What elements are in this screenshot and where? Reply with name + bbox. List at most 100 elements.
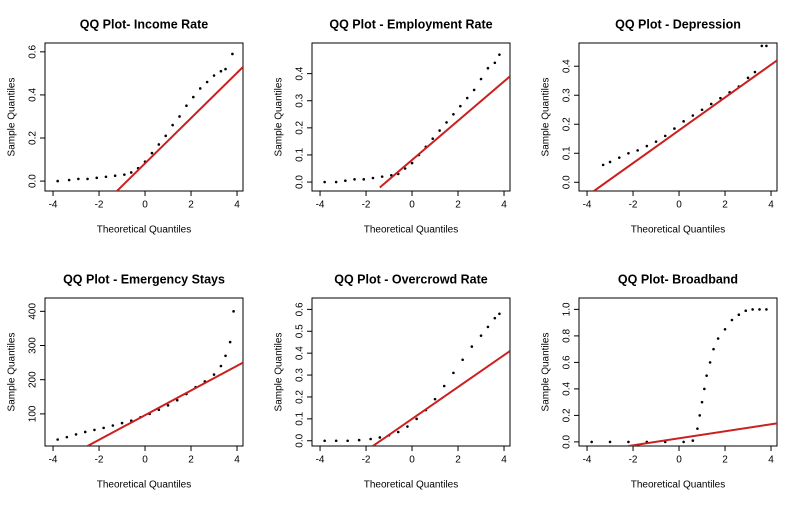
sample-point <box>682 120 685 123</box>
y-tick-label: 0.0 <box>562 175 573 189</box>
sample-point <box>380 175 384 178</box>
x-tick-label: 0 <box>409 200 415 211</box>
sample-point <box>164 134 168 138</box>
sample-point <box>479 77 483 81</box>
sample-point <box>93 428 96 432</box>
sample-point <box>362 178 366 181</box>
y-tick-label: 0.0 <box>562 435 573 449</box>
sample-point <box>334 180 338 184</box>
y-axis-label: Sample Quantiles <box>7 78 18 157</box>
x-tick-label: 4 <box>768 455 774 466</box>
y-axis-label: Sample Quantiles <box>541 78 552 157</box>
sample-point <box>751 308 754 311</box>
sample-point <box>703 387 706 391</box>
panel-title: QQ Plot - Employment Rate <box>329 17 492 31</box>
y-tick-label: 0.1 <box>295 411 306 425</box>
sample-point <box>470 345 474 348</box>
x-tick-label: 0 <box>142 200 148 211</box>
x-axis-label: Theoretical Quantiles <box>97 225 192 236</box>
y-tick-label: 0.2 <box>562 117 573 131</box>
sample-point <box>691 439 695 442</box>
reference-line <box>116 66 243 191</box>
y-tick-label: 0.0 <box>295 175 306 189</box>
sample-point <box>77 177 80 181</box>
sample-point <box>353 178 356 181</box>
plot-frame <box>578 42 778 192</box>
x-tick-label: -2 <box>362 455 371 466</box>
sample-point <box>56 438 59 441</box>
reference-line <box>379 75 510 189</box>
sample-point <box>396 430 400 434</box>
sample-point <box>700 108 704 112</box>
plot-frame <box>44 42 244 192</box>
y-axis-label: Sample Quantiles <box>541 333 552 412</box>
sample-point <box>744 309 748 313</box>
y-tick-label: 0.1 <box>562 146 573 160</box>
x-tick-label: -2 <box>95 455 104 466</box>
sample-point <box>123 173 126 176</box>
sample-point <box>219 364 223 368</box>
x-tick-label: 2 <box>722 455 728 466</box>
y-tick-label: 0.0 <box>28 174 39 188</box>
sample-point <box>83 430 87 434</box>
sample-point <box>102 426 105 430</box>
sample-point <box>708 361 712 364</box>
x-tick-label: -2 <box>629 455 638 466</box>
sample-point <box>737 313 741 316</box>
qq-panel: QQ Plot- Income Rate -4 -2 0 2 4 0.0 0.2 0.4 0.6 T… <box>7 17 244 236</box>
panel-title: QQ Plot - Overcrowd Rate <box>334 272 488 286</box>
sample-point <box>663 134 667 138</box>
sample-point <box>120 421 124 425</box>
y-tick-label: 0.4 <box>295 346 306 360</box>
sample-point <box>403 167 407 170</box>
sample-point <box>682 440 685 444</box>
x-tick-label: 0 <box>676 455 682 466</box>
sample-point <box>472 88 476 92</box>
x-tick-label: 2 <box>455 200 461 211</box>
sample-point <box>696 427 699 430</box>
y-axis-label: Sample Quantiles <box>274 78 285 157</box>
x-axis-label: Theoretical Quantiles <box>97 480 192 491</box>
sample-point <box>479 334 483 337</box>
y-tick-label: 0.2 <box>28 131 39 145</box>
panel-title: QQ Plot - Depression <box>615 17 741 31</box>
sample-point <box>95 176 99 180</box>
x-tick-label: -2 <box>95 200 104 211</box>
reference-line <box>87 361 243 446</box>
x-tick-label: -4 <box>316 200 325 211</box>
sample-point <box>171 123 174 127</box>
sample-point <box>228 340 232 344</box>
x-tick-label: 2 <box>188 455 194 466</box>
sample-point <box>378 436 382 439</box>
sample-point <box>716 337 720 340</box>
sample-point <box>334 439 338 443</box>
sample-point <box>627 151 630 155</box>
x-tick-label: 4 <box>501 200 507 211</box>
y-tick-label: 0.6 <box>562 355 573 369</box>
sample-point <box>415 417 418 421</box>
sample-point <box>590 440 593 444</box>
x-tick-label: 2 <box>722 200 728 211</box>
sample-point <box>104 175 108 179</box>
y-tick-label: 0.5 <box>295 324 306 338</box>
sample-point <box>498 312 501 316</box>
y-tick-label: 0.4 <box>28 88 39 102</box>
sample-point <box>224 67 227 71</box>
sample-point <box>608 160 612 164</box>
sample-point <box>700 400 704 404</box>
plot-frame <box>44 297 244 447</box>
qq-panel: QQ Plot - Emergency Stays -4 -2 0 2 4 100 200 30… <box>7 272 244 491</box>
sample-point <box>758 308 761 311</box>
y-tick-label: 0.3 <box>295 368 306 382</box>
y-tick-label: 0.2 <box>295 390 306 404</box>
sample-point <box>493 316 497 320</box>
y-tick-label: 0.4 <box>562 382 573 396</box>
sample-point <box>442 384 446 388</box>
y-axis-label: Sample Quantiles <box>7 333 18 412</box>
sample-point <box>746 76 750 80</box>
sample-point <box>486 66 490 70</box>
sample-point <box>371 176 375 180</box>
sample-point <box>74 433 78 436</box>
y-tick-label: 1.0 <box>562 302 573 316</box>
